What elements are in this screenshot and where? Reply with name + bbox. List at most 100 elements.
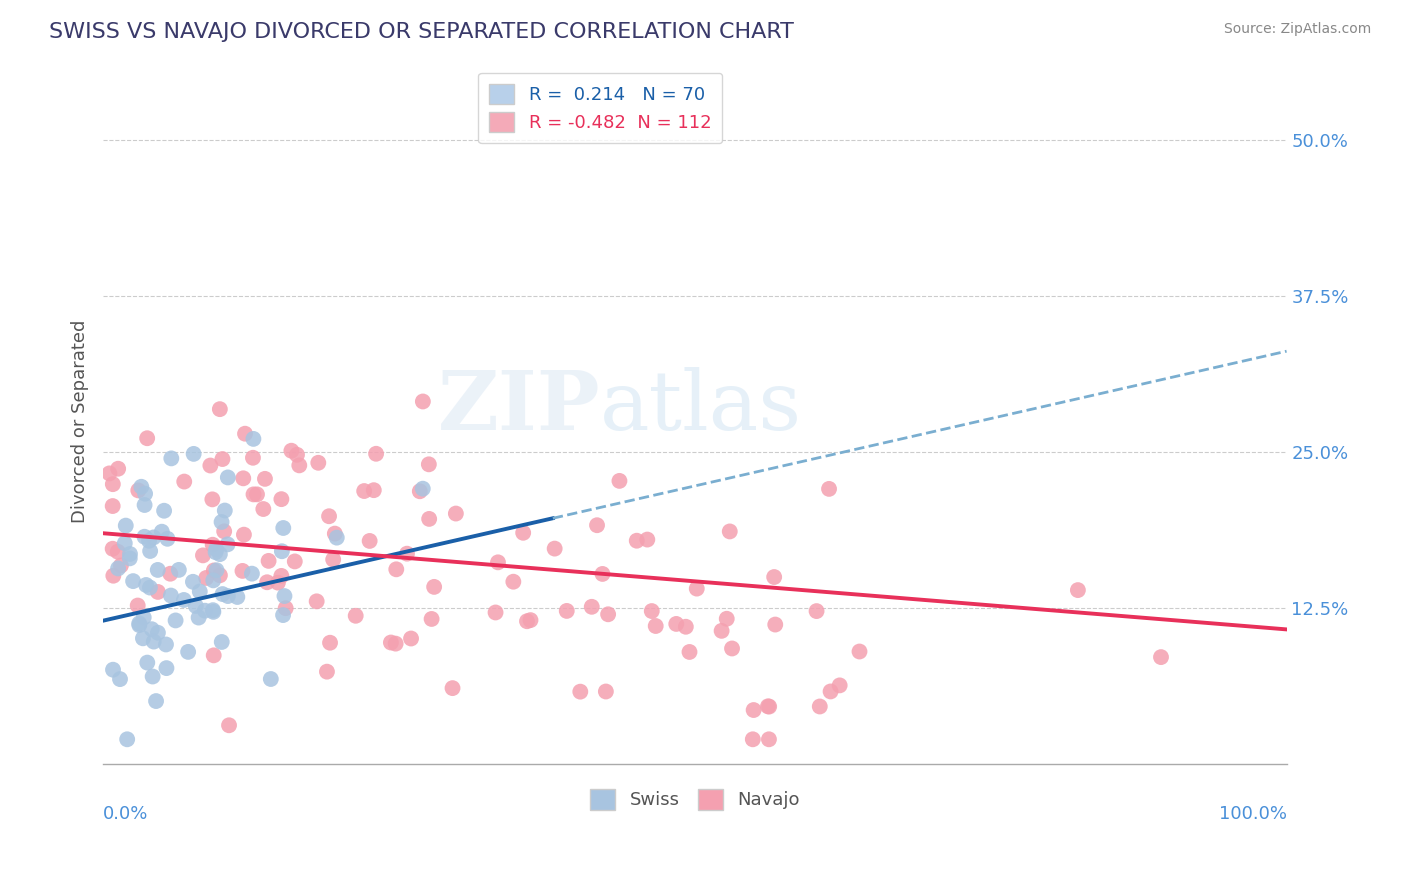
Point: [686, 582, 709, 596]
Point: [200, 458, 222, 473]
Point: [609, 474, 631, 488]
Point: [665, 616, 688, 631]
Point: [806, 604, 828, 618]
Point: [595, 684, 617, 698]
Point: [98, 467, 121, 481]
Point: [135, 578, 157, 592]
Point: [233, 426, 256, 441]
Point: [131, 480, 153, 494]
Point: [127, 483, 149, 498]
Point: [256, 575, 278, 590]
Point: [136, 656, 159, 670]
Point: [242, 450, 264, 465]
Point: [319, 636, 342, 650]
Point: [165, 614, 187, 628]
Point: [270, 569, 292, 583]
Point: [211, 515, 233, 529]
Point: [167, 563, 190, 577]
Point: [820, 684, 842, 698]
Point: [318, 509, 340, 524]
Point: [384, 637, 406, 651]
Point: [307, 456, 329, 470]
Point: [316, 665, 339, 679]
Point: [516, 614, 538, 628]
Point: [721, 641, 744, 656]
Point: [808, 699, 831, 714]
Point: [136, 431, 159, 445]
Point: [231, 564, 253, 578]
Point: [380, 635, 402, 649]
Point: [187, 610, 209, 624]
Point: [212, 524, 235, 539]
Point: [271, 521, 294, 535]
Point: [271, 608, 294, 623]
Point: [101, 499, 124, 513]
Point: [107, 561, 129, 575]
Text: ZIP: ZIP: [437, 368, 600, 447]
Point: [242, 487, 264, 501]
Point: [519, 613, 541, 627]
Point: [758, 732, 780, 747]
Point: [395, 547, 418, 561]
Text: atlas: atlas: [600, 368, 803, 447]
Point: [194, 604, 217, 618]
Point: [280, 443, 302, 458]
Point: [132, 632, 155, 646]
Point: [252, 502, 274, 516]
Point: [204, 545, 226, 559]
Point: [146, 563, 169, 577]
Point: [305, 594, 328, 608]
Point: [246, 487, 269, 501]
Point: [217, 470, 239, 484]
Point: [344, 608, 367, 623]
Point: [208, 547, 231, 561]
Point: [592, 566, 614, 581]
Point: [742, 703, 765, 717]
Point: [232, 527, 254, 541]
Point: [134, 498, 156, 512]
Point: [718, 524, 741, 539]
Point: [118, 551, 141, 566]
Point: [188, 584, 211, 599]
Point: [763, 570, 786, 584]
Point: [217, 589, 239, 603]
Point: [205, 563, 228, 577]
Point: [202, 648, 225, 663]
Point: [644, 619, 666, 633]
Point: [214, 503, 236, 517]
Point: [127, 599, 149, 613]
Point: [142, 530, 165, 544]
Point: [107, 544, 129, 558]
Point: [156, 532, 179, 546]
Point: [155, 661, 177, 675]
Point: [641, 604, 664, 618]
Point: [132, 610, 155, 624]
Point: [153, 504, 176, 518]
Point: [484, 606, 506, 620]
Point: [211, 587, 233, 601]
Point: [139, 544, 162, 558]
Point: [159, 566, 181, 581]
Point: [409, 484, 432, 499]
Point: [150, 524, 173, 539]
Point: [502, 574, 524, 589]
Point: [173, 475, 195, 489]
Point: [226, 590, 249, 604]
Point: [288, 458, 311, 473]
Point: [118, 547, 141, 561]
Point: [146, 585, 169, 599]
Point: [122, 574, 145, 588]
Point: [323, 526, 346, 541]
Point: [201, 603, 224, 617]
Point: [202, 605, 225, 619]
Point: [710, 624, 733, 638]
Point: [598, 607, 620, 622]
Point: [211, 635, 233, 649]
Point: [267, 575, 290, 590]
Point: [441, 681, 464, 695]
Point: [155, 637, 177, 651]
Point: [173, 593, 195, 607]
Point: [418, 458, 440, 472]
Point: [270, 544, 292, 558]
Point: [257, 554, 280, 568]
